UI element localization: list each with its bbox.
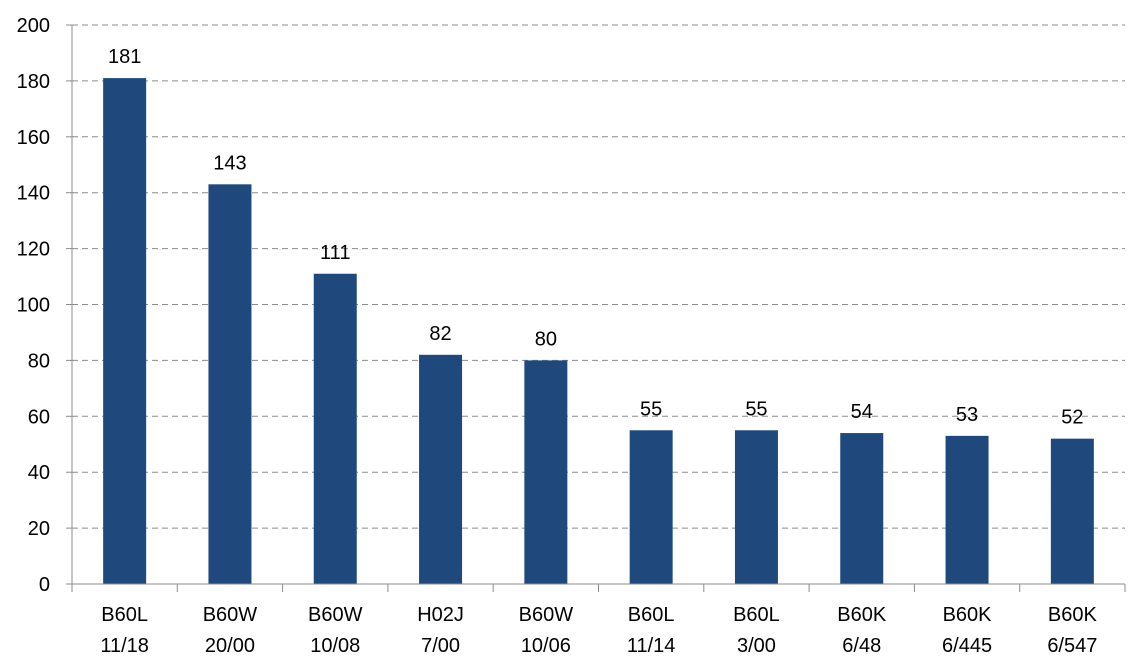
bar bbox=[314, 274, 357, 584]
data-label: 80 bbox=[535, 328, 557, 350]
bar bbox=[103, 78, 146, 584]
y-tick-label: 200 bbox=[17, 15, 50, 37]
x-category-label: 6/547 bbox=[1047, 635, 1097, 657]
data-label: 52 bbox=[1061, 407, 1083, 429]
x-category-label: B60W bbox=[519, 604, 574, 626]
y-tick-label: 180 bbox=[17, 71, 50, 93]
y-tick-label: 100 bbox=[17, 295, 50, 317]
x-category-label: B60W bbox=[308, 604, 363, 626]
bar bbox=[1051, 439, 1094, 584]
bar bbox=[524, 360, 567, 584]
x-category-label: 7/00 bbox=[421, 635, 460, 657]
x-category-label: B60K bbox=[943, 604, 993, 626]
x-category-label: B60L bbox=[101, 604, 148, 626]
x-category-label: B60K bbox=[1048, 604, 1098, 626]
x-category-label: 20/00 bbox=[205, 635, 255, 657]
x-category-label: 10/08 bbox=[310, 635, 360, 657]
y-tick-label: 20 bbox=[28, 518, 50, 540]
data-label: 54 bbox=[851, 401, 873, 423]
x-category-label: B60K bbox=[837, 604, 887, 626]
bars bbox=[103, 78, 1094, 584]
data-label: 55 bbox=[745, 398, 767, 420]
y-tick-label: 60 bbox=[28, 406, 50, 428]
x-category-label: 11/18 bbox=[100, 635, 149, 657]
y-tick-label: 140 bbox=[17, 183, 50, 205]
data-label: 143 bbox=[213, 152, 246, 174]
bar bbox=[630, 430, 673, 584]
data-labels: 181 143 111 82 80 55 55 54 53 52 bbox=[108, 46, 1084, 429]
x-category-label: 10/06 bbox=[521, 635, 571, 657]
data-label: 55 bbox=[640, 398, 662, 420]
data-label: 111 bbox=[320, 242, 350, 264]
bar bbox=[840, 433, 883, 584]
bar bbox=[946, 436, 989, 584]
y-tick-label: 40 bbox=[28, 462, 50, 484]
x-category-label: 11/14 bbox=[627, 635, 676, 657]
x-category-label: B60L bbox=[733, 604, 780, 626]
bar bbox=[735, 430, 778, 584]
y-tick-label: 80 bbox=[28, 350, 50, 372]
bar bbox=[208, 184, 251, 584]
x-category-label: 3/00 bbox=[737, 635, 776, 657]
data-label: 181 bbox=[108, 46, 141, 68]
data-label: 53 bbox=[956, 404, 978, 426]
data-label: 82 bbox=[429, 323, 451, 345]
y-tick-label: 0 bbox=[39, 574, 50, 596]
bar bbox=[419, 355, 462, 584]
x-category-label: B60W bbox=[203, 604, 258, 626]
y-axis-ticks: 0 20 40 60 80 100 120 140 160 180 200 bbox=[17, 15, 72, 596]
y-tick-label: 120 bbox=[17, 239, 50, 261]
x-category-label: 6/445 bbox=[942, 635, 992, 657]
x-category-label: B60L bbox=[628, 604, 675, 626]
x-category-label: 6/48 bbox=[842, 635, 881, 657]
y-tick-label: 160 bbox=[17, 127, 50, 149]
x-category-label: H02J bbox=[417, 604, 464, 626]
